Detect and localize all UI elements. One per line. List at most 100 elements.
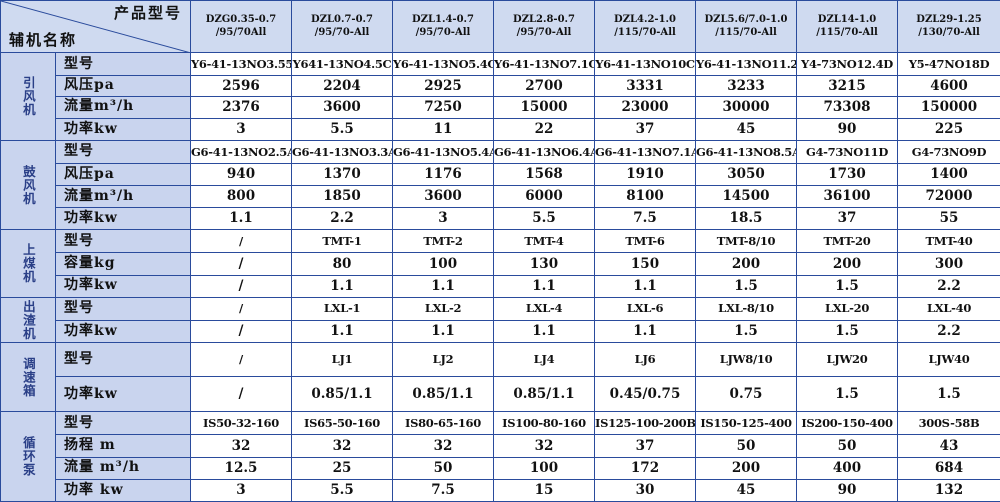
table-cell: 32 [291,434,393,458]
equipment-group-name: 上煤机 [0,229,56,298]
table-cell: 72000 [897,185,1000,209]
boiler-model-line: DZL29-1.25 [916,14,982,26]
table-cell: G6-41-13NO8.5A [695,139,797,164]
parameter-label: 功率kw [55,207,191,231]
table-cell: 22 [493,117,595,141]
parameter-label: 功率kw [55,117,191,141]
table-cell: 150000 [897,95,1000,119]
table-cell: 1730 [796,162,898,187]
parameter-label: 功率kw [55,376,191,413]
table-cell: 2.2 [291,207,393,231]
table-cell: 32 [392,434,494,458]
table-cell: 7.5 [594,207,696,231]
table-cell: 200 [695,252,797,276]
boiler-model-line: /115/70-All [614,26,676,38]
table-cell: 12.5 [190,456,292,480]
table-cell: 73308 [796,95,898,119]
table-cell: 1.5 [796,319,898,343]
table-row: 功率kw/1.1 1.1 1.1 1.1 1.5 1.5 2.2 [1,319,1000,343]
table-cell: Y6-41-13NO5.4C [392,52,494,77]
table-row: 循环泵 型号 IS50-32-160 IS65-50-160 IS80-65-160 IS… [0,411,1000,502]
boiler-model-header: DZL2.8-0.7/95/70-All [493,0,595,54]
table-cell: 3233 [695,75,797,97]
table-cell: 0.85/1.1 [493,376,595,413]
table-row: 功率kw 3 5.5 11 22 37 45 90 225 [1,117,1000,141]
table-cell: 200 [796,252,898,276]
table-cell: 1.5 [695,274,797,298]
table-cell: IS150-125-400 [695,411,797,436]
table-cell: 5.5 [493,207,595,231]
table-cell: 32 [493,434,595,458]
table-cell: 55 [897,207,1000,231]
table-cell: 18.5 [695,207,797,231]
table-cell: 15000 [493,95,595,119]
boiler-model-header: DZL14-1.0/115/70-All [796,0,898,54]
table-cell: 1.1 [493,319,595,343]
table-cell: 2376 [190,95,292,119]
parameter-label: 扬程 m [55,434,191,458]
product-model-label: 产品型号 [113,4,182,22]
table-cell: LXL-2 [392,296,494,321]
table-cell: TMT-1 [291,229,393,254]
table-cell: IS80-65-160 [392,411,494,436]
parameter-label: 型号 [55,229,191,254]
table-cell: LJW20 [796,341,898,378]
table-cell: 30000 [695,95,797,119]
table-cell: LXL-1 [291,296,393,321]
boiler-model-header: DZL5.6/7.0-1.0/115/70-All [695,0,797,54]
table-cell: 132 [897,478,1000,502]
parameter-label: 风压pa [55,75,191,97]
table-cell: 25 [291,456,393,480]
table-cell: G4-73NO11D [796,139,898,164]
table-cell: 36100 [796,185,898,209]
table-cell: 2925 [392,75,494,97]
table-cell: 3 [190,117,292,141]
table-cell: 225 [897,117,1000,141]
equipment-group-name: 鼓风机 [0,139,56,231]
table-cell: 3215 [796,75,898,97]
table-cell: TMT-8/10 [695,229,797,254]
table-cell: LJW40 [897,341,1000,378]
parameter-label: 功率kw [55,319,191,343]
boiler-model-header: DZG0.35-0.7/95/70All [190,0,292,54]
table-cell: 37 [594,117,696,141]
table-cell: 2204 [291,75,393,97]
table-cell: 1.1 [493,274,595,298]
corner-diagonal [1,1,189,52]
table-cell: 1910 [594,162,696,187]
table-cell: 3 [392,207,494,231]
equipment-group-name: 调速箱 [0,341,56,413]
table-cell: G6-41-13NO6.4A [493,139,595,164]
table-cell: 50 [392,456,494,480]
table-cell: IS200-150-400 [796,411,898,436]
table-cell: LXL-20 [796,296,898,321]
table-cell: 32 [190,434,292,458]
table-cell: 1.5 [897,376,1000,413]
table-cell: 43 [897,434,1000,458]
table-cell: / [190,319,292,343]
boiler-model-header: DZL0.7-0.7/95/70-All [291,0,393,54]
parameter-label: 流量m³/h [55,185,191,209]
table-row: 风压pa 2596 2204 2925 2700 3331 3233 3215 4600 [1,75,1000,97]
table-cell: 23000 [594,95,696,119]
parameter-label: 容量kg [55,252,191,276]
table-cell: 100 [392,252,494,276]
table-cell: / [190,252,292,276]
table-cell: / [190,229,292,254]
table-cell: 172 [594,456,696,480]
table-cell: G6-41-13NO5.4A [392,139,494,164]
table-cell: 2596 [190,75,292,97]
boiler-model-line: DZL5.6/7.0-1.0 [704,14,788,26]
table-row: 鼓风机 型号 G6-41-13NO2.5A G6-41-13NO3.3A G6-41-1… [0,139,1000,231]
table-cell: LJ2 [392,341,494,378]
table-cell: 3600 [392,185,494,209]
boiler-model-line: /95/70-All [415,26,471,38]
table-cell: 1.1 [594,274,696,298]
table-cell: IS100-80-160 [493,411,595,436]
table-row: 扬程 m 32 32 32 32 37 50 50 43 [1,434,1000,458]
table-cell: LJ1 [291,341,393,378]
boiler-model-header: DZL1.4-0.7/95/70-All [392,0,494,54]
table-cell: 5.5 [291,478,393,502]
table-cell: IS65-50-160 [291,411,393,436]
table-cell: 2.2 [897,319,1000,343]
